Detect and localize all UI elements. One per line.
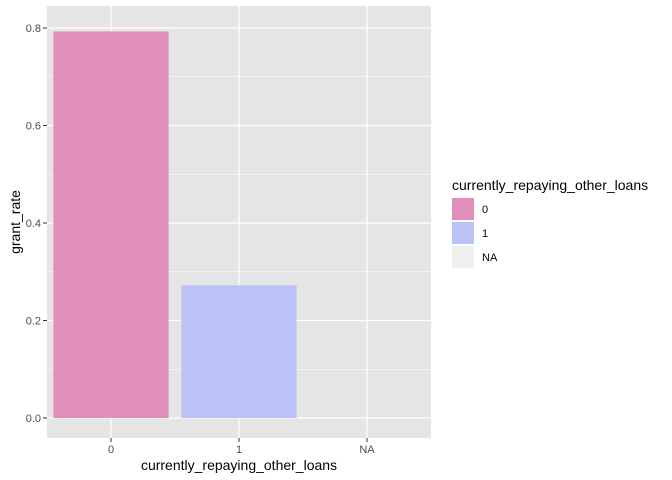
x-tick-label: 0 <box>108 444 114 456</box>
bar-0 <box>53 31 169 418</box>
legend-label-na: NA <box>482 252 498 264</box>
x-tick-label: NA <box>359 444 375 456</box>
legend-key-0 <box>452 198 474 220</box>
legend-items: 0 1 NA <box>452 198 498 268</box>
bars <box>53 31 297 418</box>
y-axis-ticks: 0.0 0.2 0.4 0.6 0.8 <box>26 23 47 425</box>
x-tick-label: 1 <box>236 444 242 456</box>
y-tick-label: 0.8 <box>26 23 41 35</box>
y-tick-label: 0.2 <box>26 316 41 328</box>
legend-label-0: 0 <box>482 204 488 216</box>
legend-label-1: 1 <box>482 228 488 240</box>
legend-key-na <box>452 246 474 268</box>
x-axis-title: currently_repaying_other_loans <box>141 457 337 473</box>
y-axis-title: grant_rate <box>7 190 23 254</box>
y-tick-label: 0.6 <box>26 121 41 133</box>
x-axis-ticks: 0 1 NA <box>108 438 375 456</box>
y-tick-label: 0.4 <box>26 218 41 230</box>
legend-title: currently_repaying_other_loans <box>452 177 648 193</box>
legend: currently_repaying_other_loans 0 1 NA <box>452 177 648 268</box>
legend-key-1 <box>452 222 474 244</box>
bar-1 <box>181 285 297 418</box>
y-tick-label: 0.0 <box>26 413 41 425</box>
